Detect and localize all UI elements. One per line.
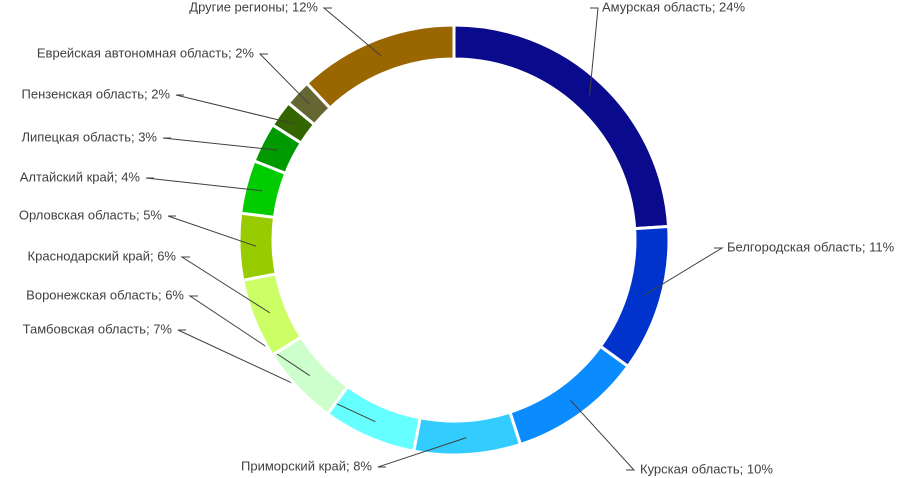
- donut-segment: [241, 272, 304, 358]
- donut-segment: [237, 211, 278, 283]
- data-label: Орловская область; 5%: [19, 207, 163, 222]
- data-label: Белгородская область; 11%: [727, 239, 895, 254]
- data-label: Тамбовская область; 7%: [23, 321, 173, 336]
- donut-segment: [508, 344, 631, 447]
- leader-line: [643, 247, 724, 296]
- leader-line: [175, 94, 294, 125]
- donut-segment: [452, 23, 671, 231]
- data-label: Курская область; 10%: [640, 461, 773, 476]
- data-label: Пензенская область; 2%: [22, 86, 171, 101]
- leader-line: [180, 256, 271, 314]
- donut-segment: [598, 224, 671, 369]
- data-label: Другие регионы; 12%: [189, 0, 318, 14]
- data-label: Амурская область; 24%: [602, 0, 746, 14]
- leader-line: [162, 137, 278, 151]
- donut-segment: [411, 410, 523, 457]
- leader-line: [377, 437, 467, 468]
- data-label: Липецкая область; 3%: [21, 129, 157, 144]
- leader-line: [589, 7, 599, 96]
- data-label: Приморский край; 8%: [241, 458, 372, 473]
- leader-line: [145, 177, 263, 192]
- data-label: Краснодарский край; 6%: [28, 248, 177, 263]
- data-label: Воронежская область; 6%: [26, 287, 184, 302]
- donut-segment: [304, 23, 456, 111]
- leader-line: [322, 7, 382, 57]
- data-label: Алтайский край; 4%: [20, 169, 141, 184]
- leader-line: [167, 215, 257, 247]
- leader-line: [258, 53, 311, 105]
- data-label: Еврейская автономная область; 2%: [37, 45, 255, 60]
- leader-line: [570, 399, 636, 471]
